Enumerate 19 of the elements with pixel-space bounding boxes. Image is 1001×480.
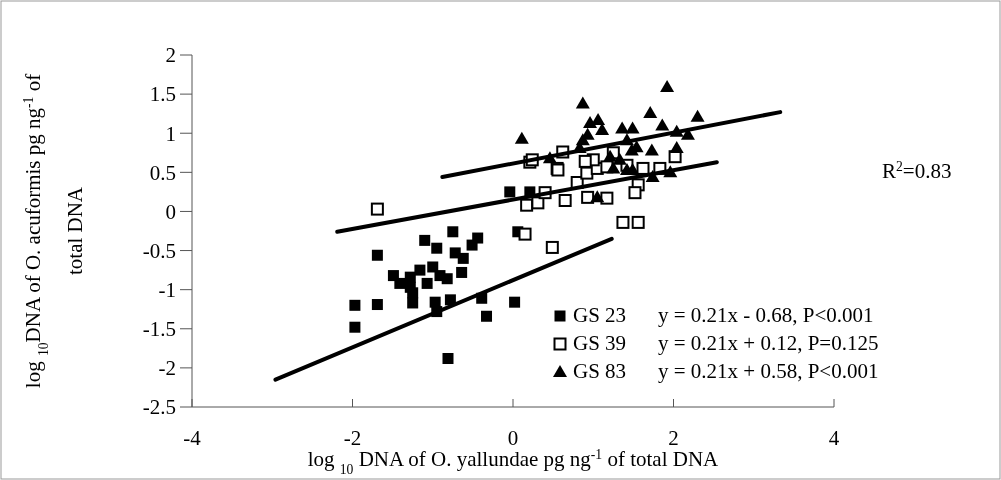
annotation: y = 0.21x - 0.68, P<0.001 xyxy=(658,303,874,327)
y-tick-label: 1 xyxy=(165,121,176,146)
y-tick-label: -1.5 xyxy=(142,317,176,342)
y-tick-label: -2.5 xyxy=(142,395,176,420)
y-tick-label: -1 xyxy=(158,278,176,303)
x-tick-label: 4 xyxy=(828,426,840,450)
y-tick-label: -0.5 xyxy=(142,238,176,263)
annotation: y = 0.21x + 0.58, P<0.001 xyxy=(658,359,879,383)
y-tick-label: -2 xyxy=(158,356,176,381)
legend-label: GS 39 xyxy=(573,331,627,355)
x-tick-label: -4 xyxy=(183,426,202,450)
text: R$^{2}$=0.83 xyxy=(882,158,952,183)
y-tick-label: 1.5 xyxy=(149,82,176,107)
legend-label: GS 23 xyxy=(573,303,627,327)
legend-label: GS 83 xyxy=(573,359,627,383)
y-tick-label: 0 xyxy=(165,199,176,224)
y-tick-label: 2 xyxy=(165,43,176,68)
annotation: y = 0.21x + 0.12, P=0.125 xyxy=(658,331,879,355)
y-tick-label: 0.5 xyxy=(149,160,176,185)
